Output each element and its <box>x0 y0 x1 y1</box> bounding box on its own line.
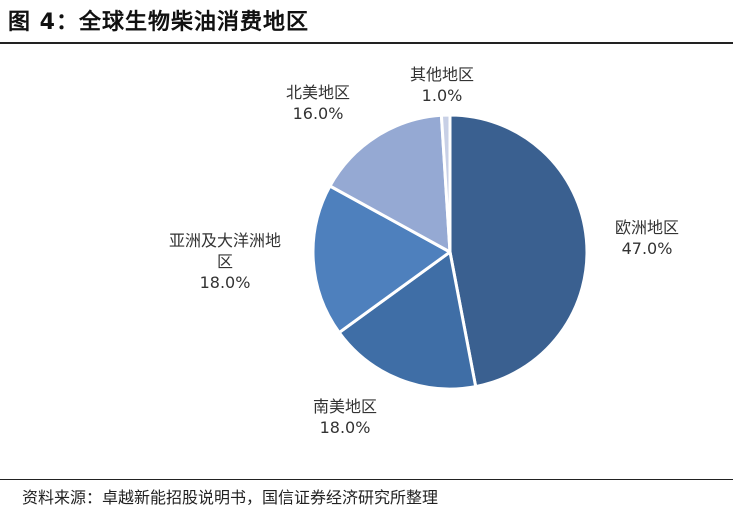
slice-category: 其他地区 <box>410 65 474 84</box>
slice-label: 北美地区 16.0% <box>286 83 350 123</box>
figure-title: 图 4：全球生物柴油消费地区 <box>8 10 309 35</box>
pie-slice <box>328 113 452 254</box>
slice-category: 欧洲地区 <box>615 218 679 237</box>
slice-category: 北美地区 <box>286 83 350 102</box>
slice-label: 南美地区 18.0% <box>313 397 377 437</box>
pie-slice <box>311 184 452 335</box>
source-note: 资料来源：卓越新能招股说明书，国信证券经济研究所整理 <box>22 488 439 507</box>
slice-value: 18.0% <box>320 418 371 437</box>
slice-value: 16.0% <box>293 104 344 123</box>
pie-slice <box>337 250 478 391</box>
slice-category: 亚洲及大洋洲地 <box>169 231 281 250</box>
slice-label: 亚洲及大洋洲地区 18.0% <box>169 231 281 292</box>
slice-value: 47.0% <box>622 239 673 258</box>
slice-value: 1.0% <box>422 86 463 105</box>
pie-slice <box>448 113 589 389</box>
slice-label: 欧洲地区 47.0% <box>615 218 679 258</box>
pie-slice <box>439 113 452 254</box>
pie-labels: 欧洲地区 47.0% 南美地区 18.0% 亚洲及大洋洲地区 18.0% 北美地区 16.0%… <box>169 65 679 437</box>
slice-value: 18.0% <box>200 273 251 292</box>
slice-label: 其他地区 1.0% <box>410 65 474 105</box>
source-divider <box>0 479 733 480</box>
title-divider <box>0 42 733 44</box>
slice-category: 南美地区 <box>313 397 377 416</box>
pie-slices <box>311 113 589 391</box>
slice-category: 区 <box>217 252 233 271</box>
